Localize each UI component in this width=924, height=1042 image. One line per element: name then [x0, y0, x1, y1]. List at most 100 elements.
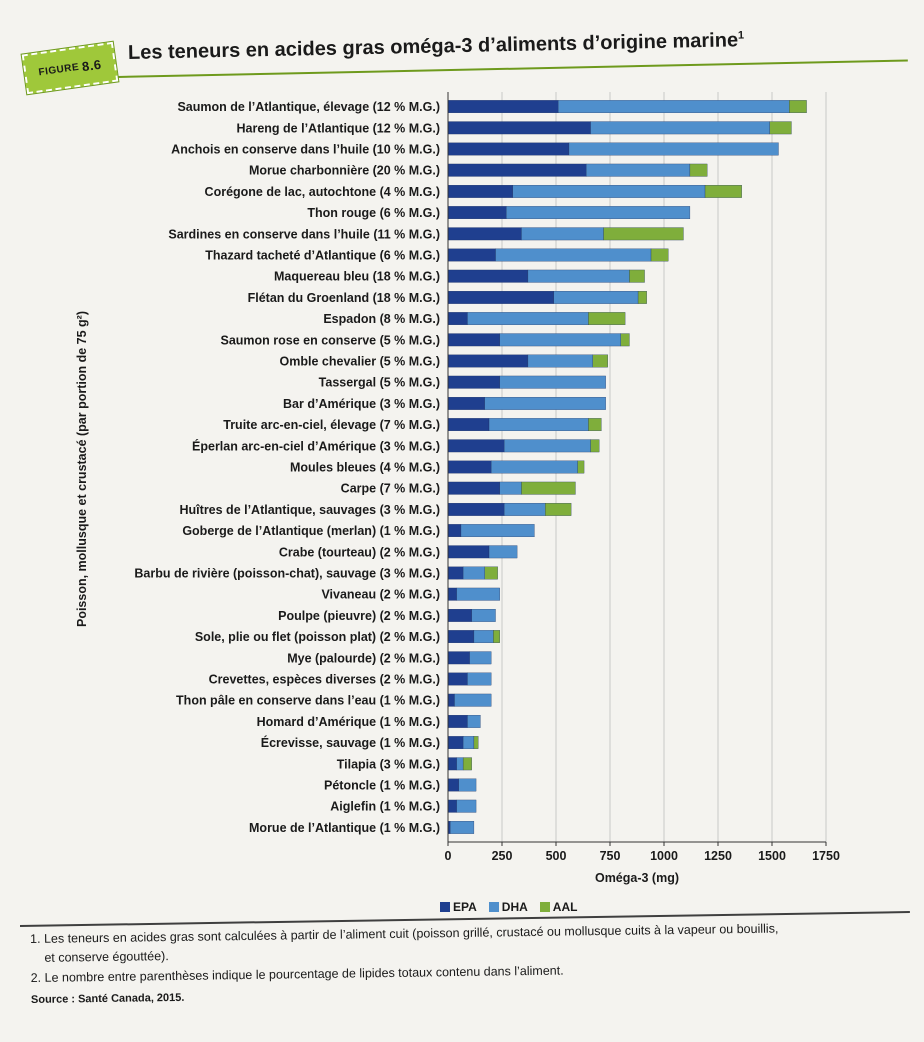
- legend-label-epa: EPA: [453, 900, 477, 914]
- bar-dha: [521, 227, 604, 241]
- bar-aal: [545, 502, 572, 516]
- figure-badge-label: FIGURE: [37, 61, 80, 78]
- stacked-bar-chart: Saumon de l’Atlantique, élevage (12 % M.…: [75, 92, 840, 885]
- category-label: Thazard tacheté d’Atlantique (6 % M.G.): [205, 249, 440, 263]
- x-axis-label: Oméga-3 (mg): [595, 871, 679, 885]
- category-label: Saumon rose en conserve (5 % M.G.): [220, 333, 440, 347]
- bar-dha: [499, 481, 522, 495]
- bar-epa: [447, 354, 529, 368]
- bar-dha: [568, 142, 779, 156]
- legend-swatch-dha: [488, 902, 499, 912]
- x-tick-label: 0: [445, 849, 452, 863]
- bar-aal: [462, 757, 472, 771]
- bar-dha: [473, 630, 494, 643]
- bar-dha: [454, 693, 492, 707]
- bar-epa: [447, 100, 559, 114]
- category-label: Morue de l’Atlantique (1 % M.G.): [249, 821, 440, 835]
- category-label: Flétan du Groenland (18 % M.G.): [248, 291, 440, 305]
- bar-dha: [491, 460, 578, 474]
- category-label: Espadon (8 % M.G.): [323, 312, 440, 326]
- bar-aal: [473, 736, 479, 749]
- bar-aal: [577, 460, 585, 474]
- bar-dha: [467, 672, 492, 686]
- bar-epa: [447, 460, 492, 474]
- bar-aal: [689, 163, 708, 177]
- category-label: Anchois en conserve dans l’huile (10 % M…: [171, 143, 440, 157]
- bar-dha: [456, 799, 477, 813]
- bar-dha: [499, 333, 621, 347]
- bar-dha: [495, 248, 652, 262]
- bar-aal: [789, 100, 807, 114]
- bar-aal: [603, 227, 684, 241]
- category-label: Thon rouge (6 % M.G.): [307, 206, 440, 220]
- bar-epa: [447, 333, 500, 347]
- bar-epa: [447, 693, 455, 707]
- bar-dha: [553, 290, 639, 304]
- category-label: Crevettes, espèces diverses (2 % M.G.): [209, 673, 440, 687]
- bar-dha: [450, 821, 475, 834]
- bar-aal: [493, 630, 500, 643]
- category-label: Omble chevalier (5 % M.G.): [280, 355, 440, 369]
- bar-epa: [447, 778, 459, 792]
- bar-epa: [447, 566, 464, 580]
- bar-dha: [462, 566, 485, 580]
- bar-dha: [504, 439, 591, 453]
- figure-title-note: 1: [737, 29, 745, 42]
- category-label: Crabe (tourteau) (2 % M.G.): [279, 545, 440, 559]
- category-label: Goberge de l’Atlantique (merlan) (1 % M.…: [182, 524, 440, 538]
- bar-epa: [447, 248, 496, 262]
- bar-aal: [521, 481, 576, 495]
- bar-epa: [447, 630, 475, 643]
- category-label: Maquereau bleu (18 % M.G.): [274, 270, 440, 284]
- bar-aal: [637, 290, 647, 304]
- bar-epa: [447, 715, 468, 728]
- bar-epa: [447, 312, 468, 326]
- bar-dha: [460, 524, 535, 538]
- legend-swatch-aal: [539, 902, 550, 912]
- bar-epa: [447, 799, 457, 813]
- bar-aal: [590, 439, 600, 453]
- bar-dha: [484, 396, 606, 410]
- legend-item-epa: EPA: [440, 900, 477, 914]
- bar-epa: [447, 481, 500, 495]
- bar-epa: [447, 269, 529, 283]
- category-label: Moules bleues (4 % M.G.): [290, 461, 440, 475]
- bar-dha: [504, 502, 546, 516]
- category-label: Vivaneau (2 % M.G.): [321, 588, 440, 602]
- bar-epa: [447, 502, 505, 516]
- x-tick-label: 1500: [758, 849, 786, 863]
- x-tick-label: 1750: [812, 849, 840, 863]
- category-label: Barbu de rivière (poisson-chat), sauvage…: [134, 567, 440, 581]
- bar-aal: [650, 248, 669, 262]
- category-label: Truite arc-en-ciel, élevage (7 % M.G.): [223, 418, 440, 432]
- bar-dha: [458, 778, 477, 792]
- bar-dha: [456, 757, 464, 771]
- bar-epa: [447, 524, 462, 538]
- bar-epa: [447, 163, 587, 177]
- x-axis: 0 250 500 750 1000 1250 1500 1750: [445, 92, 840, 863]
- figure-title-text: Les teneurs en acides gras oméga-3 d’ali…: [127, 29, 739, 64]
- bar-epa: [447, 439, 505, 453]
- category-label: Écrevisse, sauvage (1 % M.G.): [261, 735, 440, 750]
- x-tick-label: 750: [600, 849, 621, 863]
- category-label: Poulpe (pieuvre) (2 % M.G.): [278, 609, 440, 623]
- category-label: Bar d’Amérique (3 % M.G.): [283, 397, 440, 411]
- category-labels: Saumon de l’Atlantique, élevage (12 % M.…: [134, 100, 440, 835]
- category-label: Tassergal (5 % M.G.): [319, 376, 440, 390]
- category-label: Corégone de lac, autochtone (4 % M.G.): [205, 185, 440, 199]
- bar-epa: [447, 672, 468, 686]
- category-label: Hareng de l’Atlantique (12 % M.G.): [237, 121, 441, 135]
- bar-epa: [447, 396, 485, 410]
- bar-epa: [447, 418, 490, 432]
- legend-swatch-epa: [440, 902, 450, 912]
- bar-dha: [469, 651, 492, 665]
- bar-dha: [558, 100, 790, 114]
- bar-epa: [447, 375, 500, 389]
- bar-aal: [588, 418, 602, 432]
- x-tick-label: 1000: [650, 849, 678, 863]
- bar-epa: [447, 185, 513, 198]
- category-label: Pétoncle (1 % M.G.): [324, 779, 440, 793]
- x-tick-label: 250: [492, 849, 513, 863]
- bar-aal: [620, 333, 630, 347]
- bar-dha: [456, 587, 500, 601]
